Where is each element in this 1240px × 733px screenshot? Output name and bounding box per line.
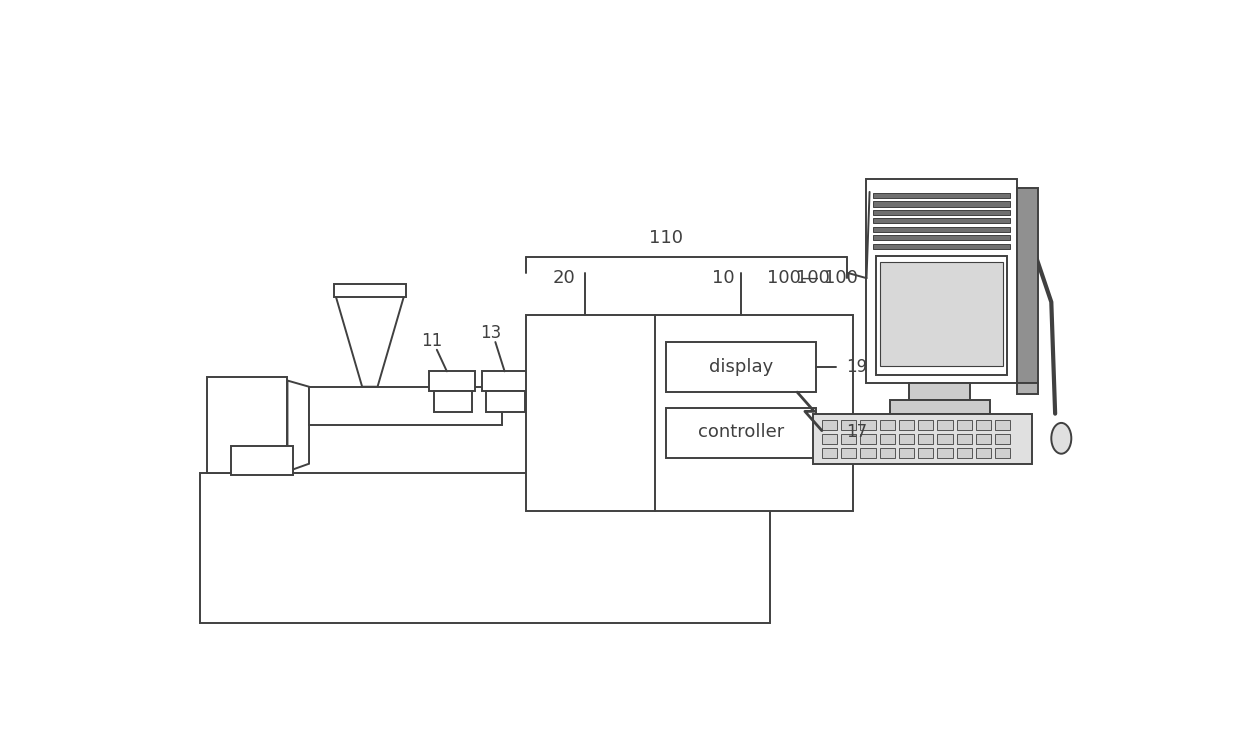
Bar [994, 448, 1011, 457]
Bar [822, 420, 837, 430]
Bar [976, 420, 991, 430]
Text: 10: 10 [712, 269, 734, 287]
Bar [526, 315, 853, 512]
Bar [918, 420, 934, 430]
Text: 17: 17 [846, 423, 867, 441]
Bar [434, 391, 472, 412]
Bar [873, 193, 1011, 198]
Bar [956, 420, 972, 430]
Bar [861, 448, 875, 457]
Bar [861, 420, 875, 430]
Text: controller: controller [698, 423, 784, 441]
Bar [873, 201, 1011, 207]
Bar [481, 372, 528, 391]
Bar [309, 387, 501, 425]
Bar [976, 434, 991, 443]
Bar [841, 448, 857, 457]
Bar [873, 235, 1011, 240]
Bar [875, 256, 1007, 375]
Text: 13: 13 [480, 324, 501, 342]
Polygon shape [1017, 383, 1038, 394]
Bar [937, 448, 952, 457]
Bar [880, 262, 1003, 366]
Bar [486, 391, 525, 412]
Bar [334, 284, 405, 297]
Bar [994, 420, 1011, 430]
Bar [1017, 188, 1038, 383]
Bar [873, 218, 1011, 224]
Bar [976, 448, 991, 457]
Polygon shape [288, 380, 309, 471]
Bar [822, 434, 837, 443]
Bar [956, 448, 972, 457]
Text: display: display [709, 358, 773, 377]
Text: 20: 20 [553, 269, 575, 287]
Bar [841, 434, 857, 443]
Bar [918, 448, 934, 457]
Bar [899, 434, 914, 443]
Bar [666, 408, 816, 457]
Bar [822, 448, 837, 457]
Text: 110: 110 [650, 229, 683, 247]
Bar [899, 420, 914, 430]
Bar [918, 434, 934, 443]
Bar [899, 448, 914, 457]
Text: 100—: 100— [766, 269, 818, 287]
Ellipse shape [1052, 423, 1071, 454]
Bar [879, 448, 895, 457]
Bar [879, 420, 895, 430]
Bar [201, 473, 770, 623]
Polygon shape [335, 295, 404, 387]
Text: 100: 100 [796, 269, 830, 287]
Text: 11: 11 [420, 331, 443, 350]
Bar [867, 179, 1017, 383]
Bar [812, 413, 1032, 464]
Bar [889, 399, 990, 413]
Text: 100: 100 [825, 269, 858, 287]
Bar [207, 377, 288, 473]
Bar [994, 434, 1011, 443]
Bar [861, 434, 875, 443]
Bar [956, 434, 972, 443]
Bar [909, 383, 971, 399]
Text: 19: 19 [846, 358, 867, 377]
Bar [841, 420, 857, 430]
Bar [873, 210, 1011, 215]
Bar [879, 434, 895, 443]
Bar [937, 434, 952, 443]
Bar [937, 420, 952, 430]
Bar [873, 243, 1011, 249]
Bar [666, 342, 816, 392]
Bar [231, 446, 293, 475]
Bar [873, 226, 1011, 232]
Bar [429, 372, 475, 391]
